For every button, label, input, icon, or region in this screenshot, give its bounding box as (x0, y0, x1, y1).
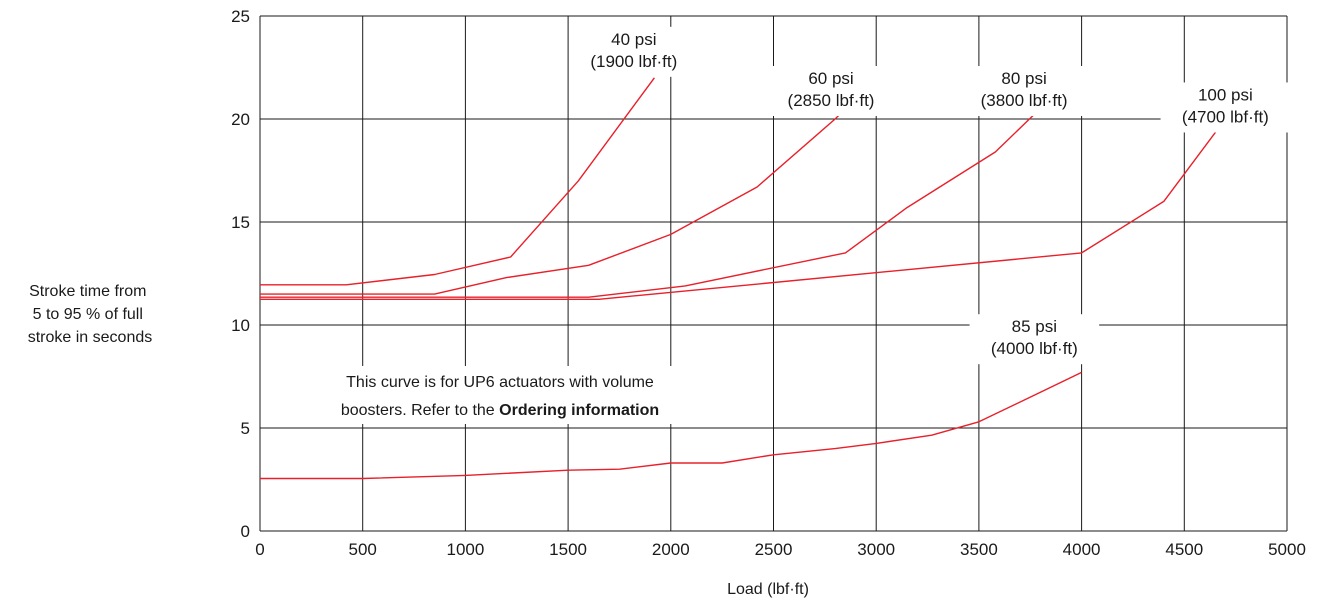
series-label-4-line-1: 100 psi (1198, 85, 1253, 104)
series-label-5-line-2: (4000 lbf·ft) (991, 339, 1078, 358)
series-line-2 (260, 97, 857, 295)
series-label-background-5 (969, 314, 1100, 365)
x-tick-label: 2000 (652, 540, 690, 559)
y-axis-title-line-2: 5 to 95 % of full (33, 306, 143, 323)
y-axis-title-line-3: stroke in seconds (28, 329, 153, 346)
series-label-1-line-2: (1900 lbf·ft) (590, 52, 677, 71)
x-axis-title: Load (lbf·ft) (727, 581, 809, 598)
series-label-background-3 (959, 65, 1089, 116)
series-label-1-line-1: 40 psi (611, 30, 656, 49)
y-tick-label: 10 (231, 316, 250, 335)
x-tick-label: 0 (255, 540, 264, 559)
series-label-background-2 (766, 65, 896, 116)
note-line-1: This curve is for UP6 actuators with vol… (346, 374, 654, 391)
series-label-2-line-2: (2850 lbf·ft) (788, 91, 875, 110)
y-tick-label: 5 (241, 419, 250, 438)
x-tick-label: 2500 (755, 540, 793, 559)
series-label-2-line-1: 60 psi (808, 69, 853, 88)
tick-labels: 0 500 1000 1500 2000 2500 3000 3500 4000 4500 5000… (231, 7, 1306, 559)
y-tick-label: 0 (241, 522, 250, 541)
x-tick-label: 5000 (1268, 540, 1306, 559)
series-line-4 (260, 118, 1226, 300)
series-label-5-line-1: 85 psi (1012, 317, 1057, 336)
y-axis-title-line-1: Stroke time from (29, 283, 146, 300)
series-label-background-1 (569, 26, 699, 77)
series-line-3 (260, 97, 1052, 298)
x-tick-label: 3500 (960, 540, 998, 559)
series-line-5 (260, 371, 1082, 480)
y-tick-label: 25 (231, 7, 250, 26)
series-label-3-line-1: 80 psi (1001, 69, 1046, 88)
x-tick-label: 1000 (446, 540, 484, 559)
note-line-2-text: boosters. Refer to the (341, 402, 499, 419)
note-line-2-bold: Ordering information (499, 402, 659, 419)
note-line-2: boosters. Refer to the Ordering informat… (341, 402, 659, 419)
note-background (282, 366, 720, 424)
series-lines (260, 77, 1226, 480)
x-tick-label: 500 (349, 540, 377, 559)
y-axis-title: Stroke time from 5 to 95 % of full strok… (28, 283, 153, 346)
x-tick-label: 4500 (1165, 540, 1203, 559)
series-label-background-4 (1160, 82, 1291, 133)
y-tick-label: 15 (231, 213, 250, 232)
y-tick-label: 20 (231, 110, 250, 129)
series-labels: 40 psi (1900 lbf·ft) 60 psi (2850 lbf·ft) 80… (569, 26, 1291, 365)
series-line-1 (260, 77, 655, 286)
x-tick-label: 3000 (857, 540, 895, 559)
series-label-3-line-2: (3800 lbf·ft) (981, 91, 1068, 110)
x-tick-label: 1500 (549, 540, 587, 559)
x-tick-label: 4000 (1063, 540, 1101, 559)
series-label-4-line-2: (4700 lbf·ft) (1182, 107, 1269, 126)
